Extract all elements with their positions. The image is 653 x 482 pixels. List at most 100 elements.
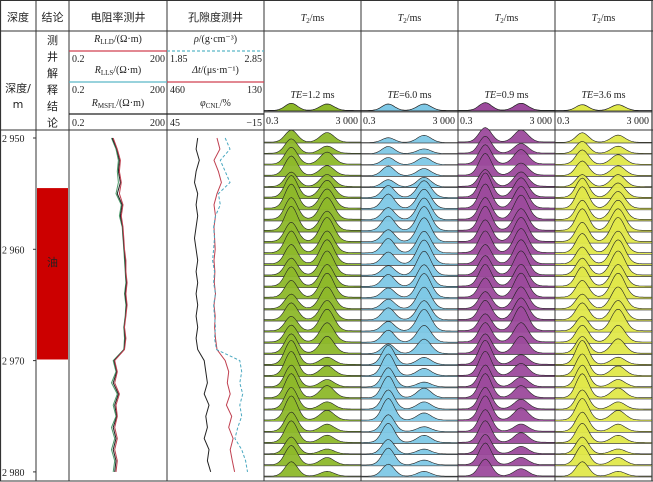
curve-label: RLLD/(Ω·m): [93, 34, 142, 46]
t2-spectrum-row: [360, 180, 459, 199]
header-conclusion: 结论: [42, 10, 64, 24]
conclusion-title-char: 结: [47, 100, 58, 113]
t2-spectrum-row: [457, 442, 556, 467]
t2-spectrum-row: [554, 389, 653, 411]
t2-spectrum-row: [263, 420, 362, 444]
t2-axis-title: T2/ms: [398, 13, 422, 25]
t2-spectrum-row: [360, 325, 459, 344]
t2-axis-title: T2/ms: [592, 13, 616, 25]
t2-axis-title: T2/ms: [495, 13, 519, 25]
t2-spectrum-row: [554, 230, 653, 255]
t2-spectrum-row: [360, 217, 459, 244]
curve-scale-max: 200: [150, 54, 165, 65]
curve-rlls: [110, 137, 127, 472]
conclusion-title-char: 测: [47, 34, 58, 47]
t2-spectrum-row: [554, 132, 653, 144]
t2-spectrum-row: [360, 206, 459, 233]
oil-zone-block: [37, 188, 68, 360]
curve-scale-min: 0.2: [72, 54, 85, 65]
t2-spectrum-row: [554, 300, 653, 322]
header-t2-spectrum: [554, 104, 653, 112]
t2-spectrum-row: [360, 422, 459, 444]
t2-spectrum-row: [263, 308, 362, 333]
depth-label-line2: m: [13, 98, 24, 111]
t2-spectrum-row: [457, 458, 556, 478]
te-label: TE=0.9 ms: [485, 90, 529, 101]
header-porosity: 孔隙度测井: [188, 10, 243, 24]
t2-scale-min: 0.3: [557, 116, 570, 127]
t2-spectrum-row: [554, 239, 653, 266]
conclusion-title-char: 井: [47, 50, 58, 64]
t2-spectrum-row: [263, 322, 362, 344]
curve-scale-max: −15: [246, 118, 262, 129]
t2-spectrum-row: [263, 333, 362, 355]
curve-scale-max: 200: [150, 118, 165, 129]
t2-spectrum-row: [457, 322, 556, 344]
header-resistivity: 电阻率测井: [91, 10, 146, 24]
t2-spectrum-row: [554, 308, 653, 333]
te-label: TE=3.6 ms: [582, 90, 626, 101]
t2-spectrum-row: [263, 239, 362, 266]
depth-tick-label: 2 970: [2, 357, 25, 368]
curve-label: RMSFL/(Ω·m): [91, 98, 144, 110]
depth-tick-label: 2 980: [2, 468, 25, 479]
t2-spectrum-row: [554, 461, 653, 478]
depth-tick-label: 2 950: [2, 134, 25, 145]
t2-spectrum-row: [263, 286, 362, 311]
t2-spectrum-row: [360, 197, 459, 222]
t2-spectrum-row: [360, 176, 459, 188]
t2-spectrum-row: [360, 463, 459, 478]
t2-spectrum-row: [263, 461, 362, 478]
t2-spectrum-row: [554, 422, 653, 444]
t2-spectrum-row: [554, 141, 653, 155]
conclusion-title-char: 释: [47, 84, 58, 97]
curve-ac: [213, 137, 236, 473]
t2-spectrum-row: [263, 155, 362, 177]
t2-spectrum-row: [554, 436, 653, 455]
header-t2-spectrum: [263, 102, 362, 112]
t2-spectrum-row: [360, 389, 459, 411]
curve-label: ρ/(g·cm⁻³): [193, 34, 237, 45]
t2-spectrum-row: [457, 272, 556, 300]
t2-scale-max: 3 000: [627, 116, 650, 127]
t2-spectrum-row: [457, 333, 556, 355]
t2-spectrum-row: [360, 345, 459, 366]
curve-rmsfl: [111, 137, 128, 472]
t2-spectrum-row: [263, 264, 362, 288]
zone-label: 油: [47, 255, 58, 269]
t2-spectrum-row: [360, 157, 459, 166]
t2-spectrum-row: [360, 367, 459, 389]
curve-label: RLLS/(Ω·m): [94, 65, 142, 77]
te-label: TE=6.0 ms: [388, 90, 432, 101]
curve-scale-min: 45: [170, 118, 180, 129]
header-t2-spectrum: [457, 102, 556, 112]
t2-spectrum-row: [360, 230, 459, 255]
t2-spectrum-row: [360, 309, 459, 333]
t2-scale-min: 0.3: [266, 116, 279, 127]
te-label: TE=1.2 ms: [291, 90, 335, 101]
t2-spectrum-row: [360, 165, 459, 177]
t2-spectrum-row: [360, 239, 459, 266]
t2-spectrum-row: [263, 272, 362, 300]
curve-label: φCNL/%: [200, 98, 231, 110]
t2-spectrum-row: [554, 199, 653, 222]
header-t2-spectrum: [360, 103, 459, 112]
t2-spectrum-row: [554, 177, 653, 199]
t2-scale-min: 0.3: [460, 116, 473, 127]
header-depth: 深度: [7, 10, 29, 24]
t2-spectrum-row: [360, 250, 459, 277]
conclusion-title-char: 解: [47, 66, 58, 80]
t2-spectrum-row: [554, 336, 653, 355]
t2-spectrum-row: [554, 445, 653, 467]
curve-rlld: [112, 137, 128, 472]
curve-scale-min: 0.2: [72, 118, 85, 129]
t2-spectrum-row: [263, 129, 362, 144]
t2-spectrum-row: [263, 445, 362, 467]
t2-spectrum-row: [457, 153, 556, 177]
curve-scale-min: 1.85: [170, 54, 188, 65]
curve-scale-min: 460: [170, 85, 185, 96]
t2-scale-max: 3 000: [336, 116, 359, 127]
curve-scale-max: 130: [247, 85, 262, 96]
